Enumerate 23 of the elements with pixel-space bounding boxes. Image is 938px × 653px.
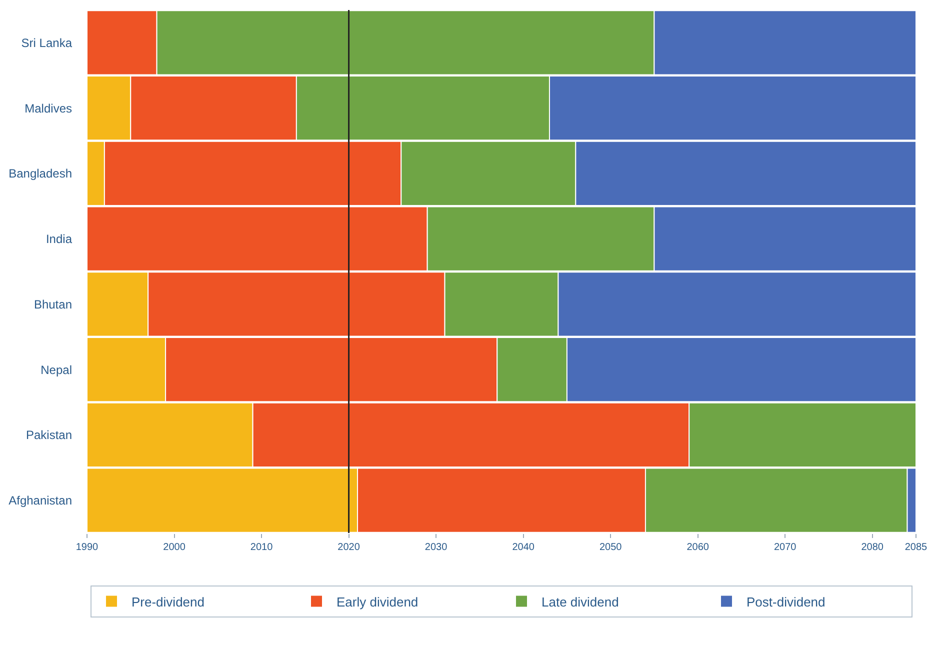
y-tick-label: Nepal	[40, 362, 72, 377]
y-tick-label: Maldives	[24, 101, 72, 116]
y-tick-label: Afghanistan	[8, 494, 72, 508]
y-tick-label: India	[46, 232, 72, 246]
y-tick-label: Bangladesh	[8, 166, 72, 181]
x-tick-label: 2050	[599, 542, 622, 553]
x-tick-label: 1990	[76, 542, 99, 553]
x-tick-label: 2030	[424, 542, 448, 553]
legend-label: Pre-dividend	[132, 594, 204, 610]
y-tick-label: Pakistan	[26, 428, 72, 442]
y-tick-label: Sri Lanka	[21, 36, 72, 50]
x-tick-label: 2040	[512, 542, 535, 553]
x-tick-label: 2000	[163, 542, 186, 553]
x-tick-label: 2020	[338, 542, 360, 553]
y-tick-label: Bhutan	[34, 297, 72, 312]
legend-label: Late dividend	[542, 594, 619, 610]
x-tick-label: 2085	[904, 542, 928, 553]
x-tick-label: 2080	[861, 542, 884, 553]
x-tick-label: 2010	[250, 542, 274, 553]
legend-label: Early dividend	[336, 594, 418, 610]
x-tick-label: 2060	[686, 542, 710, 553]
x-tick-label: 2070	[774, 542, 797, 553]
legend-label: Post-dividend	[746, 594, 826, 610]
